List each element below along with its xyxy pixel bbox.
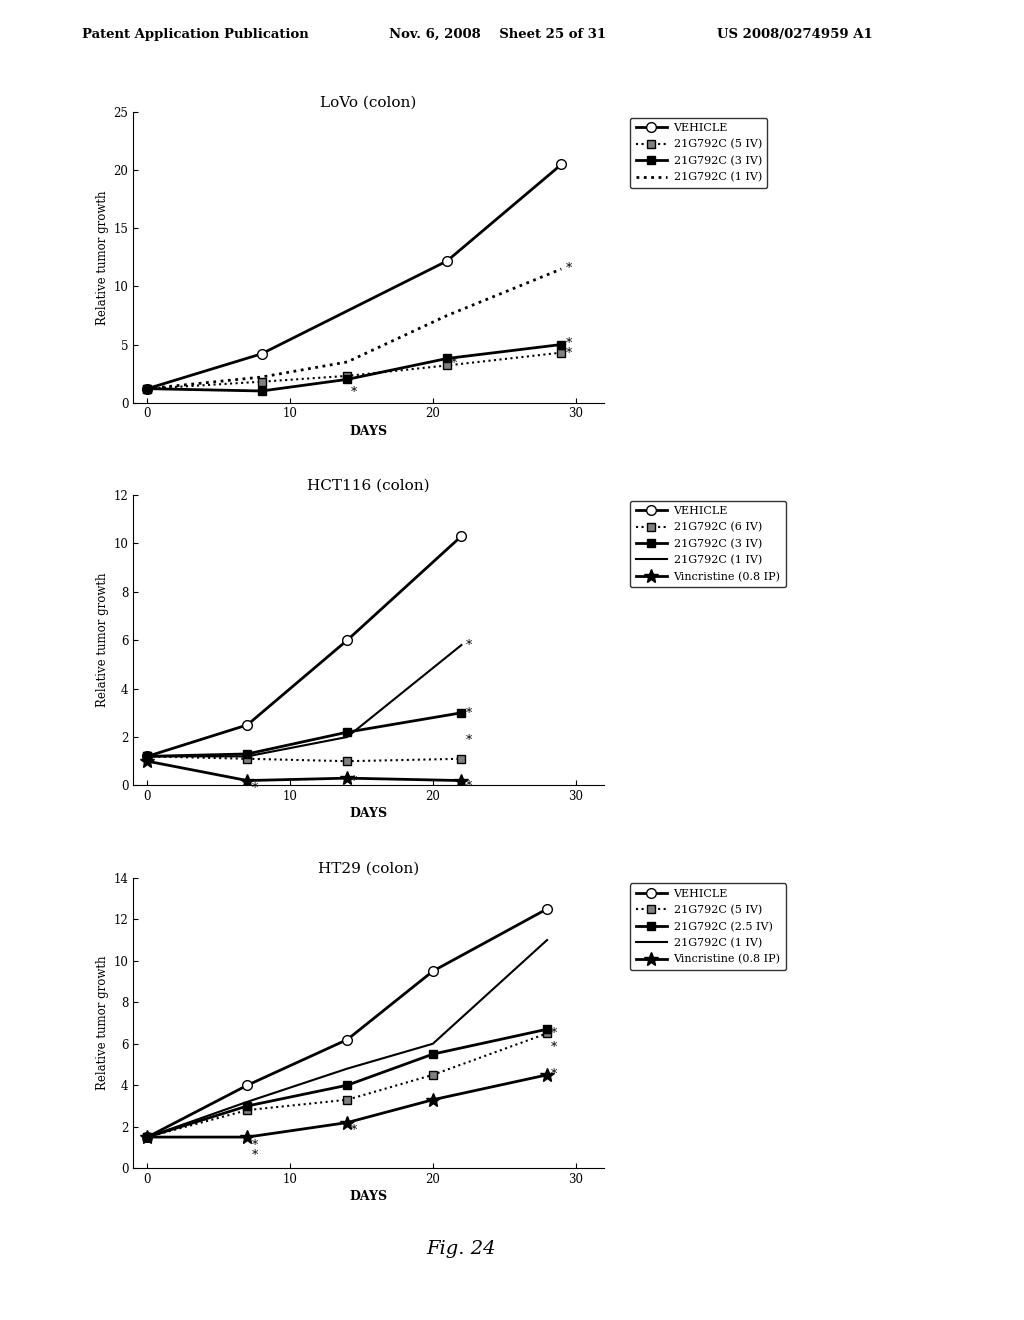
Text: *: *: [565, 347, 571, 359]
Text: *: *: [466, 639, 472, 652]
Legend: VEHICLE, 21G792C (5 IV), 21G792C (3 IV), 21G792C (1 IV): VEHICLE, 21G792C (5 IV), 21G792C (3 IV),…: [630, 117, 767, 189]
X-axis label: DAYS: DAYS: [349, 425, 388, 438]
Text: *: *: [551, 1027, 557, 1040]
Text: *: *: [551, 1041, 557, 1055]
Text: *: *: [351, 1125, 357, 1137]
Text: US 2008/0274959 A1: US 2008/0274959 A1: [717, 28, 872, 41]
Text: *: *: [251, 781, 258, 795]
Text: *: *: [351, 387, 357, 399]
Legend: VEHICLE, 21G792C (6 IV), 21G792C (3 IV), 21G792C (1 IV), Vincristine (0.8 IP): VEHICLE, 21G792C (6 IV), 21G792C (3 IV),…: [630, 500, 786, 587]
Legend: VEHICLE, 21G792C (5 IV), 21G792C (2.5 IV), 21G792C (1 IV), Vincristine (0.8 IP): VEHICLE, 21G792C (5 IV), 21G792C (2.5 IV…: [630, 883, 786, 970]
Text: *: *: [466, 780, 472, 792]
Text: *: *: [466, 734, 472, 747]
Title: HCT116 (colon): HCT116 (colon): [307, 478, 430, 492]
Title: HT29 (colon): HT29 (colon): [318, 861, 419, 875]
Text: *: *: [351, 775, 357, 788]
Y-axis label: Relative tumor growth: Relative tumor growth: [96, 956, 110, 1090]
Y-axis label: Relative tumor growth: Relative tumor growth: [96, 190, 110, 325]
Text: Patent Application Publication: Patent Application Publication: [82, 28, 308, 41]
Text: *: *: [452, 358, 458, 370]
Text: Fig. 24: Fig. 24: [426, 1239, 496, 1258]
Y-axis label: Relative tumor growth: Relative tumor growth: [96, 573, 110, 708]
Text: *: *: [466, 708, 472, 721]
Text: *: *: [251, 1139, 258, 1151]
X-axis label: DAYS: DAYS: [349, 1191, 388, 1204]
Text: *: *: [551, 1068, 557, 1081]
Text: *: *: [565, 338, 571, 350]
Text: Nov. 6, 2008    Sheet 25 of 31: Nov. 6, 2008 Sheet 25 of 31: [389, 28, 606, 41]
X-axis label: DAYS: DAYS: [349, 808, 388, 821]
Title: LoVo (colon): LoVo (colon): [321, 95, 417, 110]
Text: *: *: [251, 1148, 258, 1162]
Text: *: *: [565, 261, 571, 275]
